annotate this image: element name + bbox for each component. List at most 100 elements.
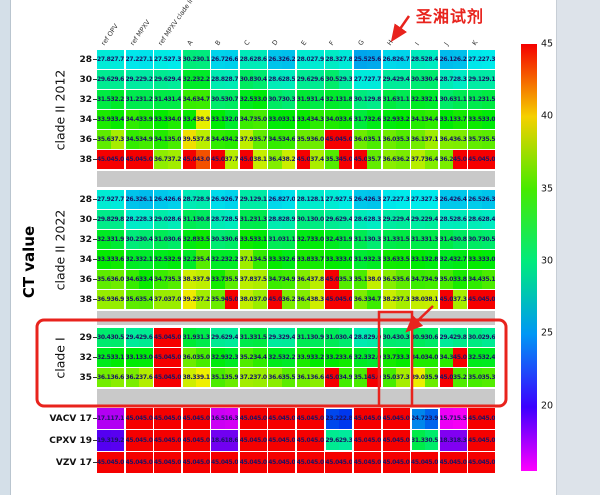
heatmap-subcell-value: 17.1 xyxy=(110,408,124,429)
heatmap-subcell-value: 32.0 xyxy=(367,348,381,367)
heatmap-subcell-value: 27.7 xyxy=(110,50,124,69)
heatmap-subcell-value: 27.3 xyxy=(411,190,425,209)
heatmap-subcell-value: 28.7 xyxy=(211,210,225,229)
heatmap-subcell-value: 45.0 xyxy=(182,452,196,473)
heatmap-cell: 45.0 35.7 xyxy=(353,150,381,169)
heatmap-subcell-value: 19.2 xyxy=(110,430,124,451)
heatmap-subcell-value: 30.5 xyxy=(425,430,439,451)
heatmap-subcell-value: 35.1 xyxy=(353,270,368,289)
heatmap-subcell-value: 31.4 xyxy=(168,90,182,109)
heatmap-cell: 32.9 33.2 xyxy=(382,110,410,129)
heatmap-cell: 28.3 27.8 xyxy=(325,50,353,69)
heatmap-subcell-value: 32.7 xyxy=(296,230,311,249)
heatmap-subcell-value: 30.8 xyxy=(196,210,210,229)
heatmap-subcell-value: 45.0 xyxy=(310,430,324,451)
heatmap-subcell-value: 45.0 xyxy=(182,408,196,429)
heatmap-cell: 30.2 30.4 xyxy=(125,230,153,249)
heatmap-subcell-value: 33.2 xyxy=(310,348,324,367)
heatmap-subcell-value: 31.5 xyxy=(396,230,410,249)
heatmap-subcell-value: 45.0 xyxy=(396,408,410,429)
heatmap-cell: 35.6 36.0 xyxy=(97,270,124,289)
heatmap-subcell-value: 32.2 xyxy=(182,250,196,269)
heatmap-cell: 32.5 33.1 xyxy=(97,348,124,367)
heatmap-subcell-value: 45.0 xyxy=(367,368,381,387)
heatmap-subcell-value: 30.5 xyxy=(211,90,225,109)
heatmap-cell: 45.0 45.0 xyxy=(125,452,153,473)
row-group-label: clade II 2022 xyxy=(52,209,68,291)
heatmap-cell: 33.3 34.0 xyxy=(154,110,182,129)
heatmap-subcell-value: 34.0 xyxy=(168,110,182,129)
heatmap-cell: 30.7 30.5 xyxy=(468,230,496,249)
heatmap-subcell-value: 24.7 xyxy=(411,408,425,429)
heatmap-cell: 29.0 28.6 xyxy=(154,210,182,229)
heatmap-cell: 33.8 33.7 xyxy=(296,250,324,269)
heatmap-cell: 35.0 33.8 xyxy=(439,270,467,289)
heatmap-subcell-value: 33.3 xyxy=(97,250,111,269)
heatmap-subcell-value: 34.5 xyxy=(253,250,267,269)
heatmap-subcell-value: 22.8 xyxy=(339,408,353,429)
heatmap-subcell-value: 29.6 xyxy=(325,210,339,229)
heatmap-subcell-value: 37.3 xyxy=(396,290,410,309)
heatmap-cell: 28.7 28.5 xyxy=(211,210,239,229)
heatmap-subcell-value: 32.3 xyxy=(411,90,425,109)
heatmap-subcell-value: 45.0 xyxy=(439,452,453,473)
heatmap-subcell-value: 35.7 xyxy=(468,130,482,149)
heatmap-cell: 35.0 37.3 xyxy=(382,368,410,387)
row-tick-label: 32 xyxy=(79,94,92,105)
heatmap-cell: 45.0 45.0 xyxy=(382,452,410,473)
heatmap-subcell-value: 38.0 xyxy=(239,290,254,309)
row-tick-mark xyxy=(93,239,97,240)
heatmap-subcell-value: 32.5 xyxy=(239,90,254,109)
row-group-label: clade II 2012 xyxy=(52,69,68,151)
heatmap-subcell-value: 36.6 xyxy=(110,368,124,387)
heatmap-cell: 30.0 29.6 xyxy=(468,328,496,347)
heatmap-cell: 33.3 32.6 xyxy=(268,250,296,269)
heatmap-subcell-value: 36.6 xyxy=(268,368,282,387)
colorbar-tick-label: 45 xyxy=(541,38,554,50)
heatmap-subcell-value: 37.5 xyxy=(253,270,267,289)
heatmap-subcell-value: 38.3 xyxy=(182,368,196,387)
heatmap-subcell-value: 32.6 xyxy=(367,110,381,129)
heatmap-cell: 45.0 45.0 xyxy=(239,452,267,473)
heatmap-subcell-value: 29.3 xyxy=(339,430,353,451)
heatmap-cell: 45.0 35.2 xyxy=(439,368,467,387)
heatmap-subcell-value: 19.3 xyxy=(97,430,111,451)
heatmap-subcell-value: 29.4 xyxy=(382,70,396,89)
heatmap-subcell-value: 32.5 xyxy=(268,348,282,367)
heatmap-subcell-value: 45.0 xyxy=(168,328,182,347)
heatmap-cell: 28.5 28.6 xyxy=(439,210,467,229)
heatmap-cell: 36.0 35.0 xyxy=(182,348,210,367)
heatmap-subcell-value: 34.6 xyxy=(125,270,139,289)
heatmap-subcell-value: 33.2 xyxy=(325,348,339,367)
heatmap-subcell-value: 33.6 xyxy=(382,250,396,269)
heatmap-subcell-value: 33.1 xyxy=(411,250,425,269)
heatmap-cell: 30.7 30.3 xyxy=(268,90,296,109)
heatmap-subcell-value: 45.0 xyxy=(97,150,111,169)
heatmap-subcell-value: 29.6 xyxy=(325,430,339,451)
row-tick-mark xyxy=(93,440,97,441)
heatmap-subcell-value: 37.2 xyxy=(168,150,182,169)
heatmap-subcell-value: 29.4 xyxy=(339,210,353,229)
heatmap-cell: 30.4 30.3 xyxy=(382,328,410,347)
heatmap-subcell-value: 45.0 xyxy=(168,348,182,367)
heatmap-subcell-value: 45.0 xyxy=(97,452,111,473)
heatmap-cell: 45.0 45.0 xyxy=(268,408,296,429)
heatmap-subcell-value: 30.1 xyxy=(296,210,311,229)
heatmap-cell: 30.5 29.3 xyxy=(325,70,353,89)
heatmap-cell: 34.4 33.9 xyxy=(125,110,153,129)
heatmap-subcell-value: 28.5 xyxy=(282,70,296,89)
heatmap-subcell-value: 34.7 xyxy=(154,270,168,289)
window-left-strip xyxy=(0,0,11,495)
heatmap-cell: 31.5 32.2 xyxy=(97,90,124,109)
heatmap-subcell-value: 30.6 xyxy=(425,328,439,347)
colorbar-tick-label: 25 xyxy=(541,327,554,339)
heatmap-subcell-value: 28.4 xyxy=(425,50,439,69)
heatmap-cell: 31.1 30.3 xyxy=(353,230,381,249)
heatmap-subcell-value: 38.3 xyxy=(310,290,324,309)
heatmap-cell: 28.5 28.4 xyxy=(411,50,439,69)
annotation-arrow-top xyxy=(390,15,411,43)
heatmap-cell: 16.5 16.3 xyxy=(211,408,239,429)
heatmap-cell: 45.0 45.0 xyxy=(125,150,153,169)
heatmap-subcell-value: 29.4 xyxy=(425,210,439,229)
heatmap-subcell-value: 28.3 xyxy=(453,70,467,89)
